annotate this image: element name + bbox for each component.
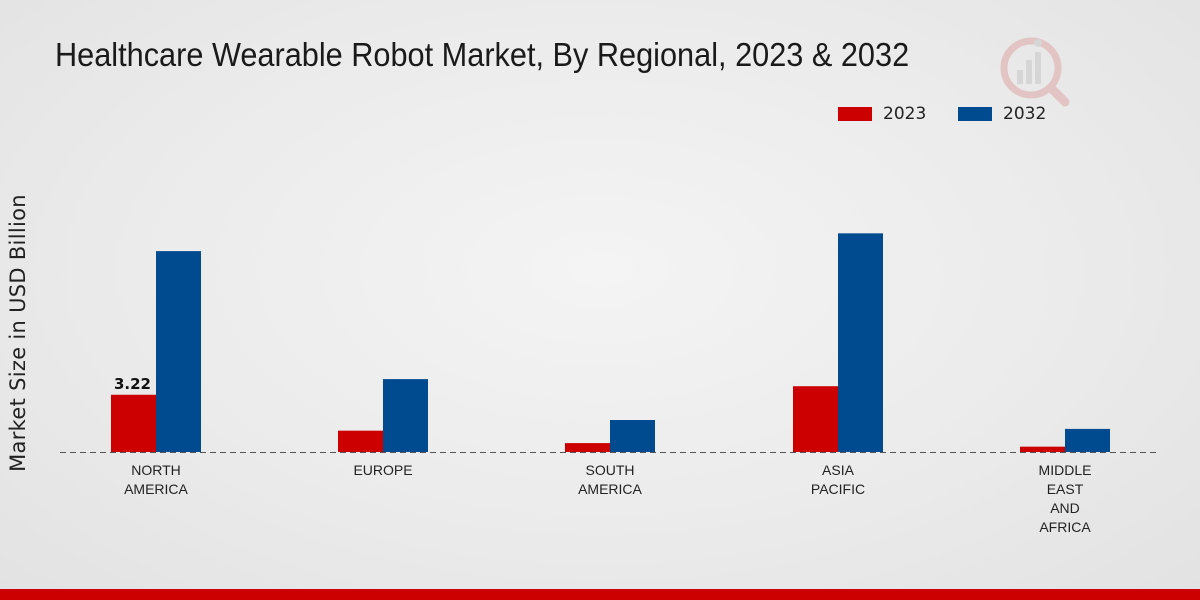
legend-label-2032: 2032 (1003, 104, 1047, 124)
legend-swatch-2023 (838, 107, 872, 121)
legend-item-2023: 2023 (838, 104, 926, 124)
bar-2032-2 (610, 420, 655, 452)
x-tick-label-2: SOUTH AMERICA (578, 462, 642, 497)
bar-2032-1 (383, 379, 428, 452)
logo-watermark-icon (1000, 37, 1070, 107)
x-tick-label-1: EUROPE (353, 462, 412, 478)
x-tick-label-4: MIDDLE EAST AND AFRICA (1039, 462, 1092, 535)
x-tick-label-0: NORTH AMERICA (124, 462, 188, 497)
bar-2023-4 (1020, 446, 1065, 452)
footer-accent-bar (0, 589, 1200, 600)
legend-label-2023: 2023 (883, 104, 927, 124)
x-tick-label-3: ASIA PACIFIC (811, 462, 865, 497)
legend-swatch-2032 (958, 107, 992, 121)
bar-2032-4 (1065, 428, 1110, 452)
bar-2032-3 (838, 233, 883, 452)
bar-2023-1 (338, 430, 383, 452)
chart-title: Healthcare Wearable Robot Market, By Reg… (55, 36, 910, 73)
data-label-0: 3.22 (114, 375, 151, 393)
bar-2023-0 (111, 394, 156, 452)
bar-2023-2 (565, 443, 610, 452)
bar-2023-3 (793, 386, 838, 452)
bar-2032-0 (156, 251, 201, 452)
legend-item-2032: 2032 (958, 104, 1046, 124)
